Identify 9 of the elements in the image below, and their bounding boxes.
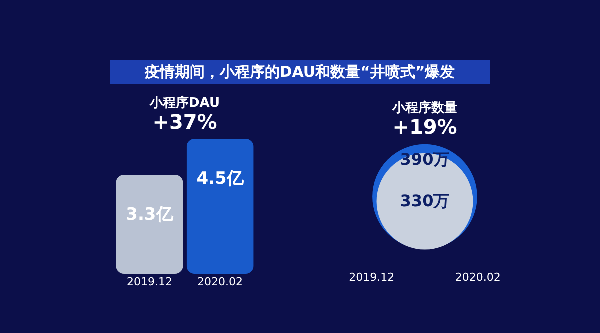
- text: 小程序数量: [392, 100, 458, 116]
- data-label: 390万: [400, 150, 450, 170]
- text: 疫情期间，小程序的DAU和数量“井喷式”爆发: [110, 60, 490, 84]
- data-label: 330万: [400, 192, 450, 211]
- data-label: 4.5亿: [196, 169, 245, 189]
- data-label: 3.3亿: [126, 205, 174, 225]
- text: +37%: [152, 110, 218, 134]
- text: +19%: [392, 115, 458, 139]
- chart-subtitle: 小程序DAU: [148, 95, 220, 111]
